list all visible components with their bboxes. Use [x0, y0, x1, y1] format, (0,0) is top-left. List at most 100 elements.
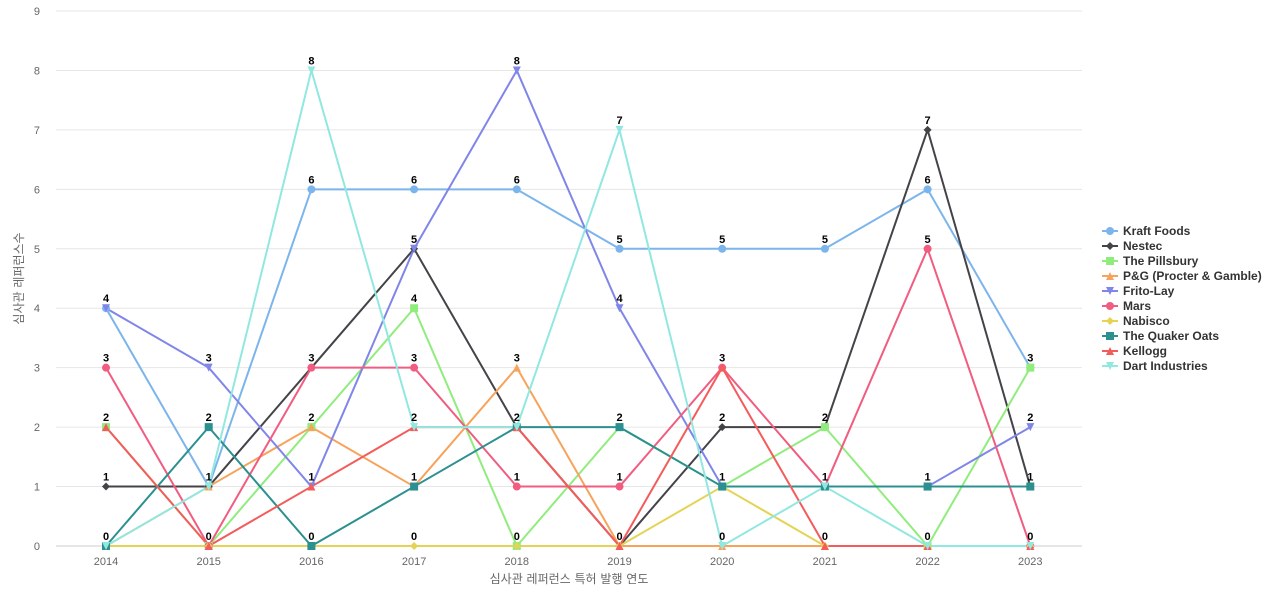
data-point — [410, 482, 419, 491]
legend-marker — [1106, 287, 1114, 295]
data-label: 3 — [411, 353, 417, 365]
legend-label: Dart Industries — [1123, 359, 1208, 373]
data-point — [923, 185, 932, 194]
data-label: 3 — [719, 353, 725, 365]
series-markers — [102, 66, 1035, 550]
data-point — [307, 423, 316, 432]
data-label: 1 — [411, 472, 417, 484]
x-tick-label: 2020 — [710, 556, 734, 568]
y-axis: 0 1 2 3 4 5 6 7 8 9 — [34, 6, 40, 553]
data-label: 5 — [822, 234, 828, 246]
data-label: 5 — [411, 234, 417, 246]
data-point — [102, 304, 110, 313]
data-point — [410, 542, 419, 550]
data-point — [102, 542, 110, 550]
data-point — [512, 423, 521, 432]
data-label: 0 — [719, 531, 725, 543]
y-tick-label: 6 — [34, 184, 40, 196]
data-point — [102, 482, 110, 491]
data-point — [820, 542, 829, 550]
data-point — [615, 542, 624, 550]
series-line — [106, 485, 1031, 547]
data-label: 5 — [719, 234, 725, 246]
y-tick-label: 7 — [34, 125, 40, 137]
x-tick-label: 2019 — [607, 556, 631, 568]
y-tick-label: 4 — [34, 303, 40, 315]
legend-marker — [1106, 242, 1114, 250]
legend-label: The Quaker Oats — [1123, 329, 1219, 343]
data-point — [820, 423, 829, 432]
legend-label: Frito-Lay — [1123, 284, 1175, 298]
data-label: 2 — [411, 412, 417, 424]
data-label: 2 — [719, 412, 725, 424]
legend-item: Nestec — [1102, 239, 1163, 253]
data-point — [204, 363, 213, 372]
data-label: 2 — [616, 412, 622, 424]
data-label: 0 — [103, 531, 109, 543]
data-label: 1 — [514, 472, 520, 484]
data-label: 0 — [616, 531, 622, 543]
series-line — [105, 366, 1031, 547]
x-tick-label: 2017 — [402, 556, 426, 568]
data-label: 2 — [514, 412, 520, 424]
data-label: 5 — [925, 234, 931, 246]
data-point — [718, 482, 727, 491]
data-point — [615, 482, 624, 491]
legend-label: Mars — [1123, 299, 1151, 313]
data-label: 2 — [308, 412, 314, 424]
data-point — [1026, 423, 1035, 432]
data-point — [204, 423, 213, 432]
grid — [56, 10, 1082, 547]
legend-item: P&G (Procter & Gamble) — [1102, 269, 1262, 283]
data-label: 2 — [103, 412, 109, 424]
data-point — [102, 423, 110, 432]
legend-item: The Pillsbury — [1102, 254, 1199, 268]
legend-marker — [1106, 302, 1114, 310]
data-point — [204, 542, 213, 550]
x-tick-label: 2021 — [813, 556, 837, 568]
series-line — [105, 69, 1031, 547]
data-point — [512, 482, 521, 491]
x-tick-label: 2018 — [505, 556, 529, 568]
legend-marker — [1106, 272, 1114, 280]
data-point — [718, 542, 727, 550]
x-tick-label: 2023 — [1018, 556, 1042, 568]
data-label: 3 — [1027, 353, 1033, 365]
data-label: 6 — [308, 174, 314, 186]
data-point — [204, 482, 213, 491]
data-label: 7 — [925, 115, 931, 127]
legend-label: The Pillsbury — [1123, 254, 1199, 268]
y-tick-label: 0 — [34, 541, 40, 553]
x-tick-label: 2015 — [196, 556, 220, 568]
data-point — [512, 542, 521, 550]
data-label: 3 — [514, 353, 520, 365]
data-point — [820, 244, 829, 253]
legend-item: Nabisco — [1102, 314, 1170, 328]
data-label: 1 — [206, 472, 212, 484]
legend-item: Kellogg — [1102, 344, 1167, 358]
data-label: 2 — [1027, 412, 1033, 424]
data-label: 8 — [514, 55, 520, 67]
data-point — [307, 66, 316, 75]
data-label: 1 — [925, 472, 931, 484]
x-tick-label: 2022 — [915, 556, 939, 568]
legend-item: Frito-Lay — [1102, 284, 1175, 298]
data-point — [410, 304, 419, 313]
data-label: 4 — [103, 293, 110, 305]
series-line — [105, 188, 1032, 488]
data-point — [410, 363, 419, 372]
data-point — [1026, 363, 1035, 372]
legend-label: Kellogg — [1123, 344, 1167, 358]
data-point — [410, 185, 419, 194]
data-label: 3 — [206, 353, 212, 365]
y-tick-label: 8 — [34, 65, 40, 77]
legend-marker — [1106, 317, 1114, 325]
data-point — [410, 423, 419, 432]
data-point — [615, 125, 624, 134]
legend-marker — [1106, 257, 1114, 265]
data-label: 0 — [822, 531, 828, 543]
data-label: 4 — [616, 293, 623, 305]
data-label: 6 — [514, 174, 520, 186]
